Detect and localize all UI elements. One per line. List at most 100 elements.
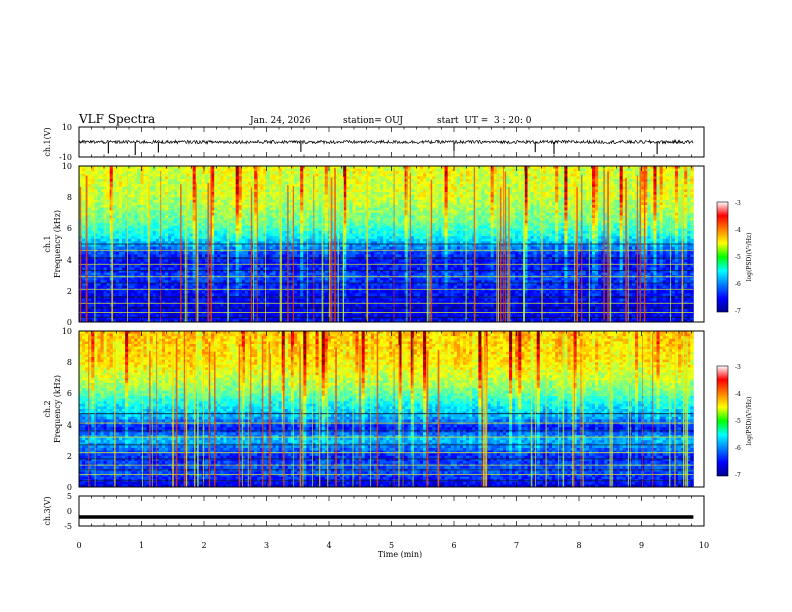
spec1-cell: [423, 176, 426, 179]
spec1-cell: [537, 174, 540, 177]
spec1-cell: [282, 228, 285, 231]
spec1-cell: [79, 171, 82, 174]
spec1-cell: [460, 174, 463, 177]
spec1-cell: [617, 228, 620, 231]
spec1-cell: [534, 171, 537, 174]
spec1-cell: [647, 208, 650, 211]
spec1-cell: [564, 215, 567, 218]
spec1-cell: [276, 169, 279, 172]
spec1-cell: [620, 213, 623, 216]
spec1-cell: [294, 195, 297, 198]
spec1-cell: [687, 189, 690, 192]
spec1-cell: [380, 169, 383, 172]
spec1-cell: [377, 169, 380, 172]
spec1-cell: [598, 174, 601, 177]
spec1-cell: [125, 210, 128, 213]
spec1-cell: [199, 176, 202, 179]
spec1-cell: [150, 202, 153, 205]
spec1-cell: [263, 184, 266, 187]
spec1-cell: [140, 205, 143, 208]
spec1-cell: [220, 228, 223, 231]
spec1-cell: [650, 195, 653, 198]
spec1-cell: [165, 195, 168, 198]
spec1-cell: [223, 179, 226, 182]
spec1-cell: [104, 228, 107, 231]
spec1-cell: [230, 208, 233, 211]
spec1-cell: [316, 221, 319, 224]
spec1-cell: [414, 176, 417, 179]
spec1-cell: [377, 210, 380, 213]
spec1-cell: [104, 176, 107, 179]
spec1-cell: [168, 213, 171, 216]
spec1-cell: [368, 208, 371, 211]
spec1-cell: [239, 202, 242, 205]
spec1-cell: [546, 179, 549, 182]
spec1-cell: [620, 202, 623, 205]
spec1-cell: [128, 187, 131, 190]
spec1-cell: [561, 189, 564, 192]
spec1-cell: [352, 184, 355, 187]
spec1-cell: [629, 176, 632, 179]
spec1-cell: [451, 169, 454, 172]
spec1-cell: [518, 205, 521, 208]
spec1-cell: [527, 184, 530, 187]
spec1-cell: [101, 189, 104, 192]
spec1-cell: [269, 189, 272, 192]
spec1-cell: [263, 182, 266, 185]
spec1-cell: [395, 189, 398, 192]
spec1-cell: [690, 208, 693, 211]
spec1-cell: [306, 192, 309, 195]
spec1-cell: [491, 221, 494, 224]
spec1-cell: [122, 205, 125, 208]
spec1-cell: [245, 182, 248, 185]
spec1-cell: [199, 215, 202, 218]
spec1-cell: [260, 218, 263, 221]
spec1-cell: [432, 205, 435, 208]
spec1-cell: [457, 171, 460, 174]
spec1-cell: [110, 184, 113, 187]
spec1-cell: [101, 228, 104, 231]
spec1-cell: [340, 171, 343, 174]
spec1-cell: [445, 169, 448, 172]
spec1-cell: [411, 208, 414, 211]
spec1-cell: [555, 200, 558, 203]
spec1-cell: [478, 192, 481, 195]
spec1-cell: [549, 208, 552, 211]
spec1-cell: [371, 218, 374, 221]
spec1-cell: [122, 208, 125, 211]
spec1-cell: [675, 192, 678, 195]
spec1-cell: [678, 195, 681, 198]
spec1-cell: [309, 182, 312, 185]
spec1-cell: [297, 213, 300, 216]
spec1-cell: [380, 192, 383, 195]
spec1-cell: [534, 221, 537, 224]
spec1-cell: [128, 184, 131, 187]
spec1-cell: [276, 171, 279, 174]
spec1-cell: [374, 179, 377, 182]
spec1-cell: [119, 179, 122, 182]
spec1-cell: [131, 189, 134, 192]
spec1-cell: [368, 223, 371, 226]
spec1-cell: [675, 200, 678, 203]
spec1-cell: [653, 197, 656, 200]
spec1-cell: [435, 226, 438, 229]
spec1-cell: [242, 226, 245, 229]
spec1-cell: [583, 202, 586, 205]
spec1-cell: [91, 228, 94, 231]
spec1-cell: [134, 195, 137, 198]
spec1-cell: [445, 226, 448, 229]
spec1-cell: [454, 221, 457, 224]
spec1-cell: [592, 169, 595, 172]
spec1-cell: [282, 215, 285, 218]
spec1-cell: [306, 210, 309, 213]
spec1-cell: [478, 197, 481, 200]
spec1-cell: [586, 202, 589, 205]
spec1-cell: [230, 210, 233, 213]
spec1-cell: [420, 187, 423, 190]
spec1-cell: [325, 215, 328, 218]
spec1-cell: [672, 192, 675, 195]
spec1-cell: [306, 223, 309, 226]
spec1-cell: [564, 202, 567, 205]
spec1-cell: [260, 197, 263, 200]
spec1-cell: [663, 205, 666, 208]
